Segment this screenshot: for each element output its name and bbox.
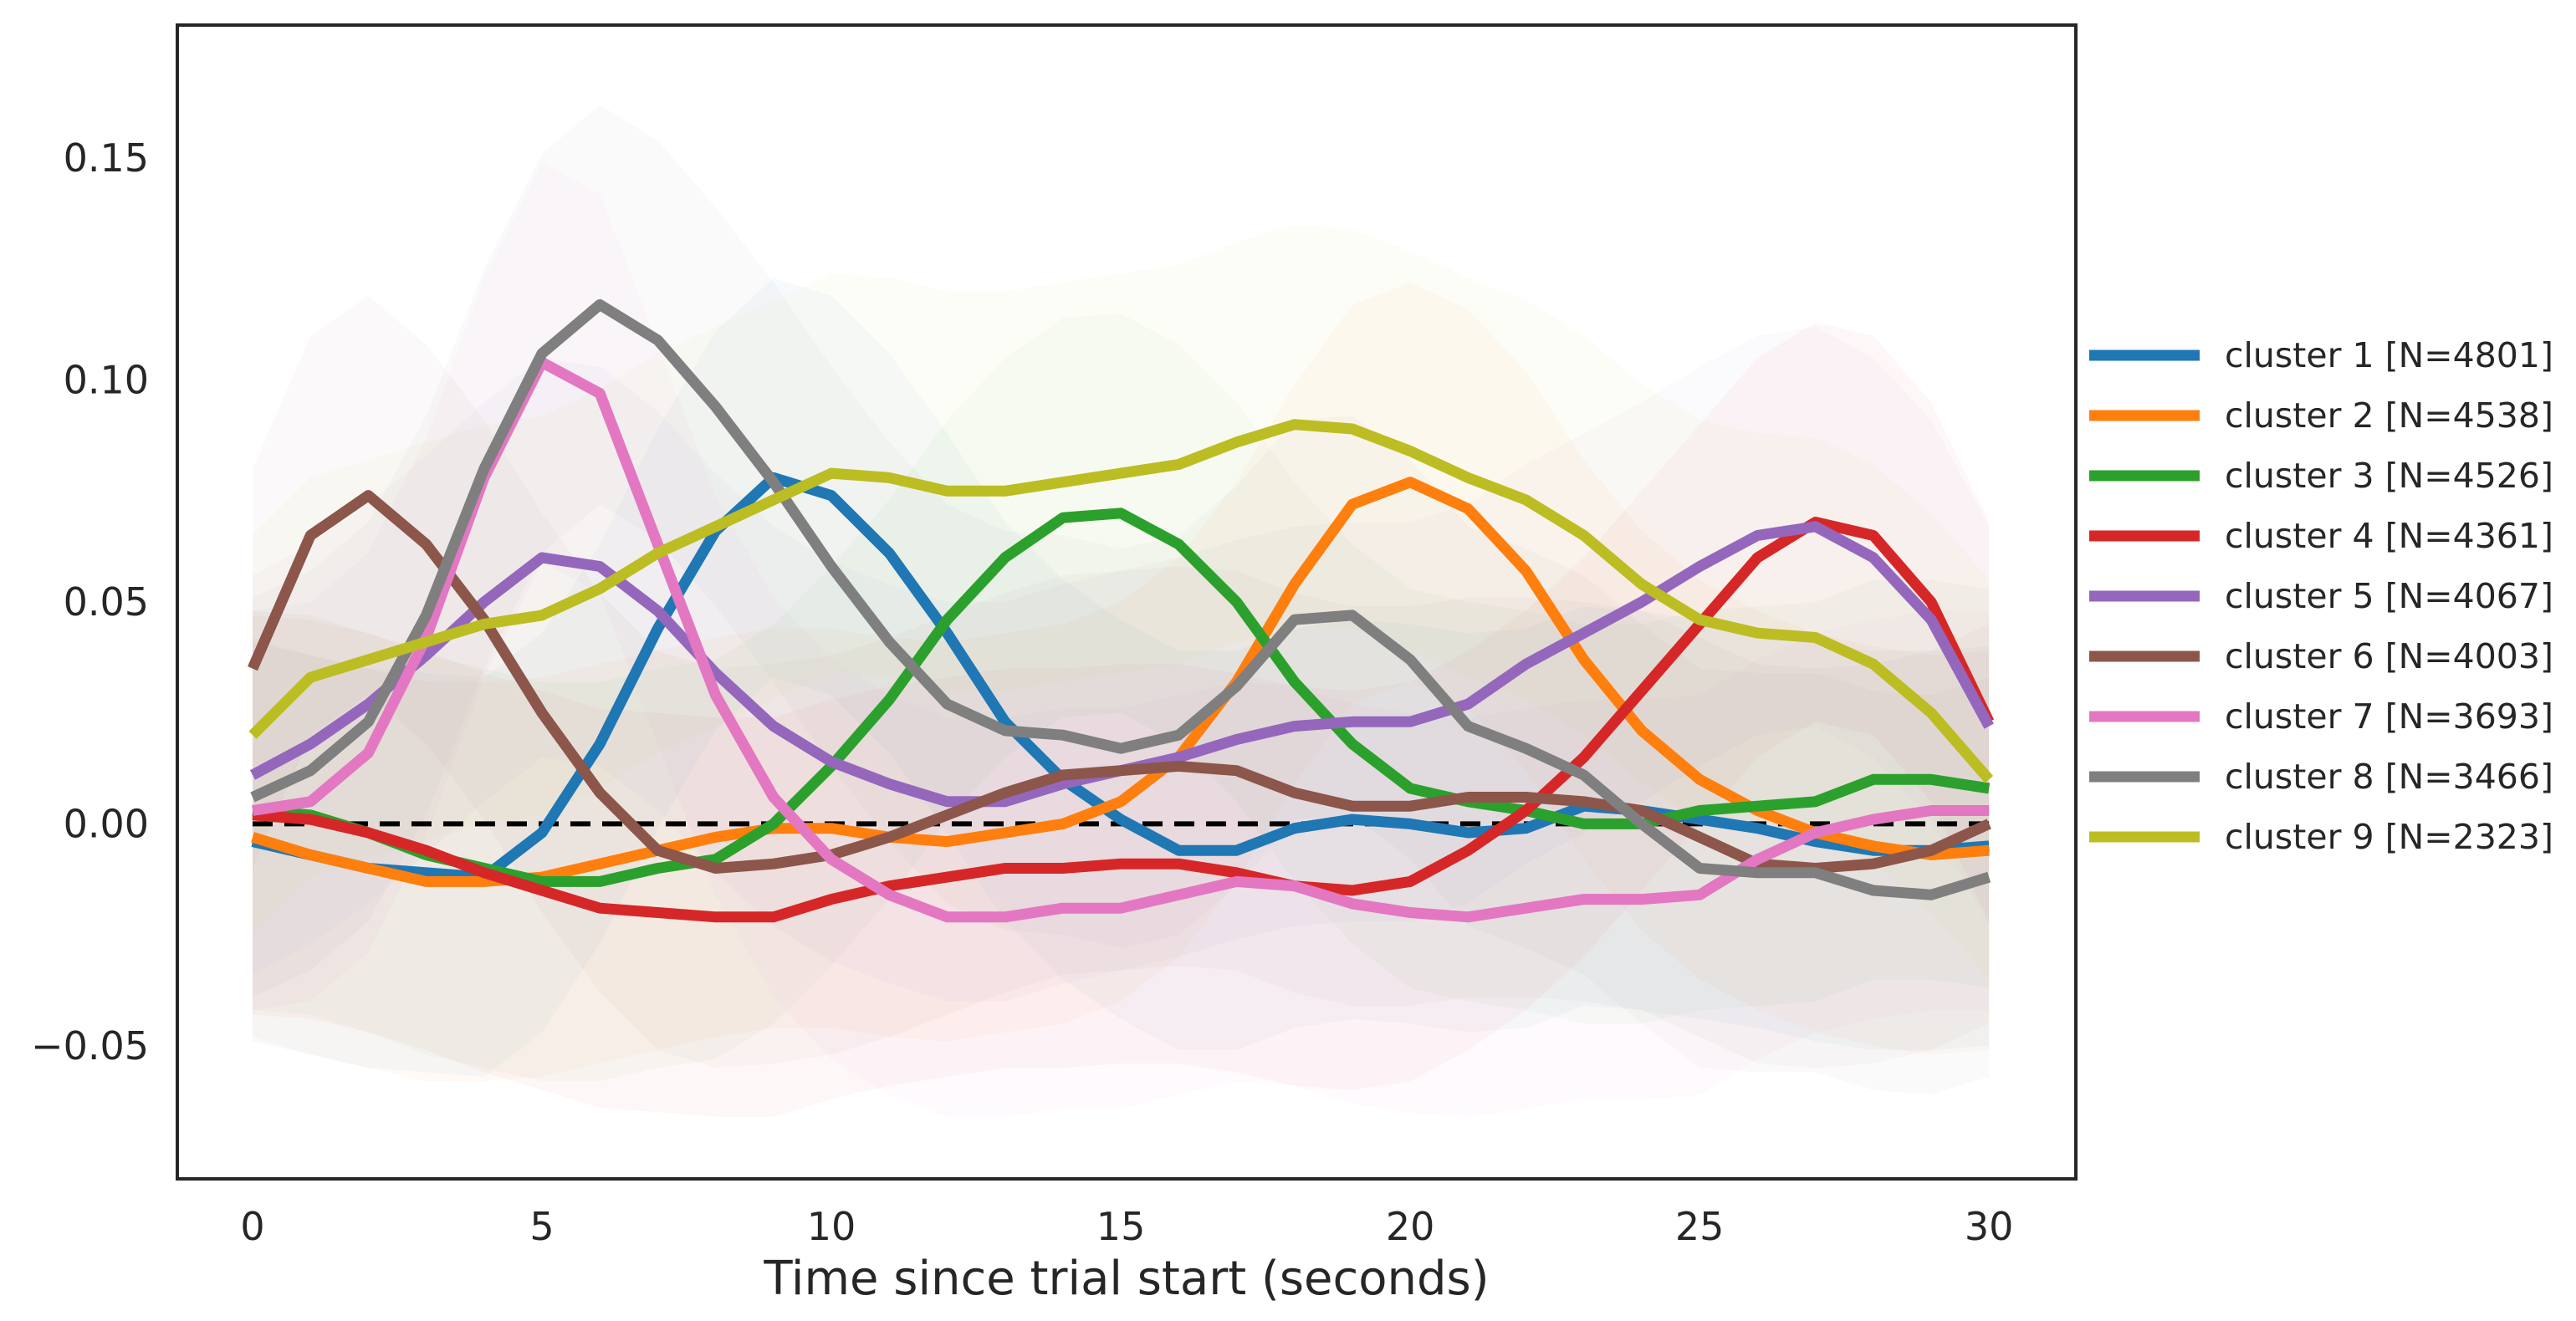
legend-item: cluster 4 [N=4361] (2089, 516, 2553, 556)
y-axis-ticks: −0.05 0.00 0.05 0.10 0.15 (31, 135, 149, 1069)
y-tick-label: 0.15 (64, 135, 149, 181)
y-tick-label: 0.10 (64, 358, 149, 403)
x-tick-label: 25 (1675, 1204, 1725, 1249)
y-tick-label: 0.00 (64, 801, 149, 846)
legend-label: cluster 3 [N=4526] (2225, 456, 2553, 496)
legend-label: cluster 1 [N=4801] (2225, 335, 2553, 375)
legend-item: cluster 5 [N=4067] (2089, 576, 2553, 616)
legend-label: cluster 2 [N=4538] (2225, 395, 2553, 436)
series-line-8 (250, 298, 1991, 900)
x-tick-label: 0 (240, 1204, 264, 1249)
legend-item: cluster 6 [N=4003] (2089, 636, 2553, 676)
y-tick-label: 0.05 (64, 579, 149, 625)
x-tick-label: 10 (807, 1204, 856, 1249)
x-axis-ticks: 0 5 10 15 20 25 30 (240, 1204, 2013, 1249)
legend-item: cluster 9 [N=2323] (2089, 817, 2553, 857)
series-line-6 (248, 490, 1991, 874)
legend-item: cluster 2 [N=4538] (2089, 395, 2553, 436)
x-tick-label: 30 (1965, 1204, 2014, 1249)
legend: cluster 1 [N=4801] cluster 2 [N=4538] clus… (2089, 335, 2553, 857)
x-tick-label: 20 (1386, 1204, 1435, 1249)
series-line-9 (248, 419, 1994, 783)
y-tick-label: −0.05 (31, 1023, 149, 1069)
legend-item: cluster 3 [N=4526] (2089, 456, 2553, 496)
x-tick-label: 15 (1096, 1204, 1146, 1249)
legend-label: cluster 7 [N=3693] (2225, 696, 2553, 737)
legend-label: cluster 6 [N=4003] (2225, 636, 2553, 676)
legend-item: cluster 8 [N=3466] (2089, 757, 2553, 797)
x-axis-label: Time since trial start (seconds) (763, 1252, 1489, 1306)
legend-label: cluster 9 [N=2323] (2225, 817, 2553, 857)
legend-label: cluster 4 [N=4361] (2225, 516, 2553, 556)
x-tick-label: 5 (529, 1204, 554, 1249)
series-line-3 (252, 507, 1991, 887)
series-lines (248, 298, 1995, 923)
plot-frame (176, 23, 2078, 1181)
legend-label: cluster 8 [N=3466] (2225, 757, 2553, 797)
legend-item: cluster 7 [N=3693] (2089, 696, 2553, 737)
legend-item: cluster 1 [N=4801] (2089, 335, 2553, 375)
legend-label: cluster 5 [N=4067] (2225, 576, 2553, 616)
series-line-1 (251, 472, 1990, 883)
